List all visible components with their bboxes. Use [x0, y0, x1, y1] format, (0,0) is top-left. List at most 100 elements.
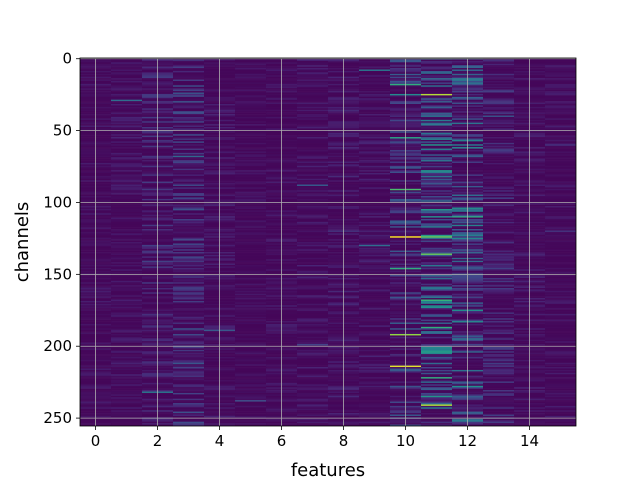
heatmap-cell	[111, 289, 143, 292]
heatmap-cell	[235, 191, 267, 194]
heatmap-cell	[111, 359, 143, 362]
heatmap-cell	[173, 400, 205, 402]
heatmap-cell	[359, 105, 391, 108]
heatmap-cell	[483, 352, 515, 355]
heatmap-cell	[111, 147, 143, 149]
heatmap-cell	[111, 122, 143, 125]
heatmap-cell	[483, 332, 515, 335]
heatmap-cell	[483, 424, 515, 426]
heatmap-cell	[297, 300, 329, 303]
heatmap-cell	[111, 105, 143, 108]
heatmap-cell	[483, 421, 515, 424]
heatmap-cell	[235, 118, 267, 121]
heatmap-cell	[359, 375, 391, 378]
heatmap-cell	[359, 162, 391, 165]
heatmap-cell	[483, 414, 515, 417]
heatmap-cell	[173, 410, 205, 412]
heatmap-cell	[483, 59, 515, 62]
heatmap-cell	[545, 315, 576, 318]
heatmap-cell	[421, 75, 453, 77]
heatmap-cell	[421, 362, 453, 365]
heatmap-cell	[235, 351, 267, 353]
heatmap-cell	[297, 312, 329, 315]
heatmap-cell	[359, 180, 391, 182]
heatmap-cell	[297, 263, 329, 266]
heatmap-cell	[545, 346, 576, 349]
heatmap-cell	[297, 206, 329, 208]
heatmap-cell	[297, 119, 329, 122]
heatmap-cell	[483, 323, 515, 326]
heatmap-cell	[173, 211, 205, 214]
heatmap-cell	[297, 105, 329, 108]
heatmap-cell	[173, 411, 205, 414]
heatmap-cell	[545, 138, 576, 141]
heatmap-cell	[359, 367, 391, 369]
heatmap-cell	[297, 66, 329, 69]
plot-frame	[79, 57, 577, 427]
heatmap-cell	[483, 207, 515, 210]
heatmap-cell	[359, 170, 391, 172]
heatmap-cell	[111, 73, 143, 76]
heatmap-cell	[111, 162, 143, 165]
heatmap-cell	[545, 364, 576, 366]
heatmap-cell	[545, 227, 576, 230]
heatmap-cell	[421, 134, 453, 136]
heatmap-cell	[359, 305, 391, 307]
heatmap-cell	[173, 286, 205, 289]
heatmap-cell	[235, 69, 267, 72]
heatmap-cell	[421, 313, 453, 316]
heatmap-cell	[297, 372, 329, 375]
heatmap-cell	[173, 93, 205, 96]
heatmap-cell	[545, 111, 576, 113]
heatmap-cell	[235, 298, 267, 300]
heatmap-cell	[359, 68, 391, 70]
heatmap-cell	[111, 203, 143, 205]
heatmap-cell	[421, 137, 453, 139]
heatmap-cell	[545, 243, 576, 246]
heatmap-cell	[359, 381, 391, 384]
heatmap-cell	[483, 387, 515, 389]
heatmap-cell	[421, 275, 453, 277]
heatmap-cell	[173, 234, 205, 237]
heatmap-cell	[111, 372, 143, 375]
heatmap-cell	[235, 59, 267, 62]
heatmap-cell	[173, 358, 205, 361]
heatmap-cell	[235, 423, 267, 425]
heatmap-cell	[545, 104, 576, 106]
heatmap-cell	[297, 329, 329, 332]
heatmap-cell	[359, 147, 391, 149]
heatmap-cell	[173, 78, 205, 80]
heatmap-cell	[421, 185, 453, 188]
heatmap-cell	[297, 91, 329, 93]
heatmap-cell	[421, 334, 453, 336]
heatmap-cell	[235, 367, 267, 369]
heatmap-cell	[545, 233, 576, 236]
heatmap-cell	[297, 286, 329, 289]
heatmap-cell	[111, 335, 143, 338]
heatmap-cell	[235, 164, 267, 167]
heatmap-cell	[297, 62, 329, 65]
heatmap-cell	[235, 91, 267, 93]
heatmap-cell	[483, 174, 515, 177]
heatmap-cell	[483, 128, 515, 131]
heatmap-cell	[111, 276, 143, 279]
heatmap-cell	[545, 66, 576, 69]
heatmap-cell	[359, 290, 391, 293]
heatmap-cell	[421, 290, 453, 293]
heatmap-cell	[359, 187, 391, 190]
heatmap-cell	[173, 403, 205, 405]
heatmap-cell	[359, 392, 391, 395]
heatmap-cell	[483, 286, 515, 289]
heatmap-cell	[483, 72, 515, 75]
heatmap-cell	[483, 239, 515, 241]
heatmap-cell	[235, 421, 267, 424]
heatmap-cell	[483, 404, 515, 407]
heatmap-cell	[111, 193, 143, 195]
heatmap-cell	[545, 208, 576, 211]
heatmap-cell	[483, 216, 515, 218]
heatmap-cell	[111, 364, 143, 366]
heatmap-cell	[359, 88, 391, 90]
heatmap-cell	[235, 200, 267, 203]
y-tick-label: 0	[62, 50, 72, 68]
